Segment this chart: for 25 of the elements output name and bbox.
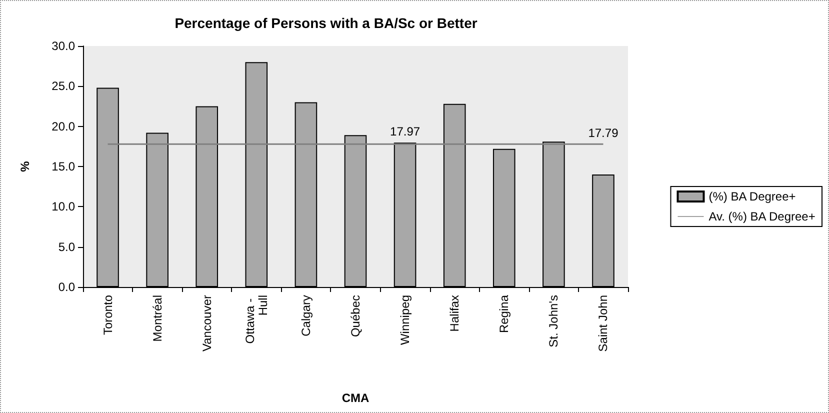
y-tick-label: 30.0 bbox=[52, 39, 76, 53]
x-axis-title: CMA bbox=[342, 391, 370, 405]
y-tick-label: 15.0 bbox=[52, 160, 76, 174]
y-tick-label: 25.0 bbox=[52, 79, 76, 94]
chart-title: Percentage of Persons with a BA/Sc or Better bbox=[174, 15, 478, 31]
y-tick-label: 20.0 bbox=[52, 119, 76, 134]
x-tick-label: Vancouver bbox=[200, 295, 214, 352]
y-tick-label: 10.0 bbox=[52, 200, 76, 214]
x-tick-label: Regina bbox=[497, 294, 512, 334]
x-tick-label: Ottawa - Hull bbox=[242, 295, 270, 344]
y-tick-label: 5.0 bbox=[58, 240, 76, 254]
legend-label: Av. (%) BA Degree+ bbox=[708, 210, 816, 224]
data-label: 17.79 bbox=[588, 126, 619, 140]
x-tick-label: Halifax bbox=[448, 295, 462, 332]
x-tick-label: Montréal bbox=[150, 295, 164, 342]
y-axis-title: % bbox=[18, 160, 32, 172]
legend-label: (%) BA Degree+ bbox=[708, 190, 796, 204]
data-label: 17.97 bbox=[390, 124, 420, 139]
x-tick-label: St. John's bbox=[546, 295, 561, 348]
x-tick-label: Calgary bbox=[298, 295, 313, 336]
x-tick-label: Saint John bbox=[596, 295, 610, 352]
x-tick-label: Québec bbox=[348, 295, 362, 338]
x-tick-label: Winnipeg bbox=[398, 295, 412, 346]
x-tick-label: Toronto bbox=[100, 294, 115, 336]
y-tick-label: 0.0 bbox=[58, 280, 76, 294]
